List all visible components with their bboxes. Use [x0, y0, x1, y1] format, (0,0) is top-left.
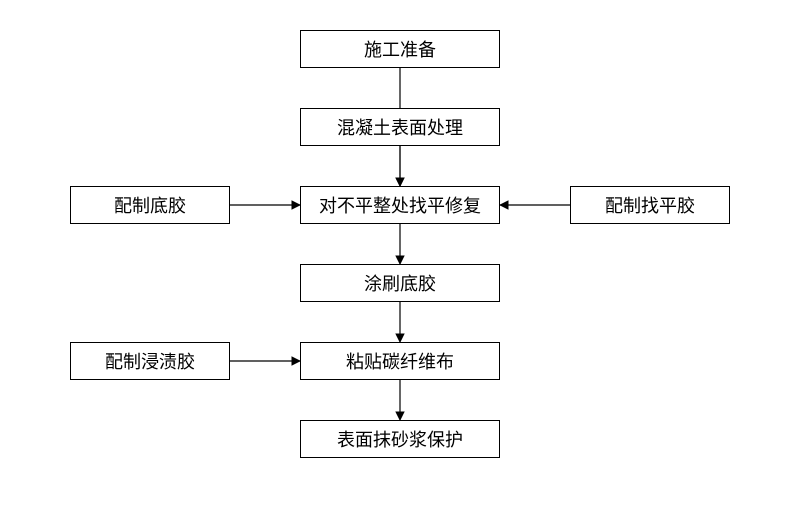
flowchart-node-n1: 施工准备 [300, 30, 500, 68]
flowchart-node-sL1: 配制底胶 [70, 186, 230, 224]
flowchart-node-sR1: 配制找平胶 [570, 186, 730, 224]
flowchart-node-n5: 粘贴碳纤维布 [300, 342, 500, 380]
flowchart-node-n2: 混凝土表面处理 [300, 108, 500, 146]
flowchart-node-n3: 对不平整处找平修复 [300, 186, 500, 224]
flowchart-node-n4: 涂刷底胶 [300, 264, 500, 302]
flowchart-node-sL2: 配制浸渍胶 [70, 342, 230, 380]
flowchart-node-n6: 表面抹砂浆保护 [300, 420, 500, 458]
